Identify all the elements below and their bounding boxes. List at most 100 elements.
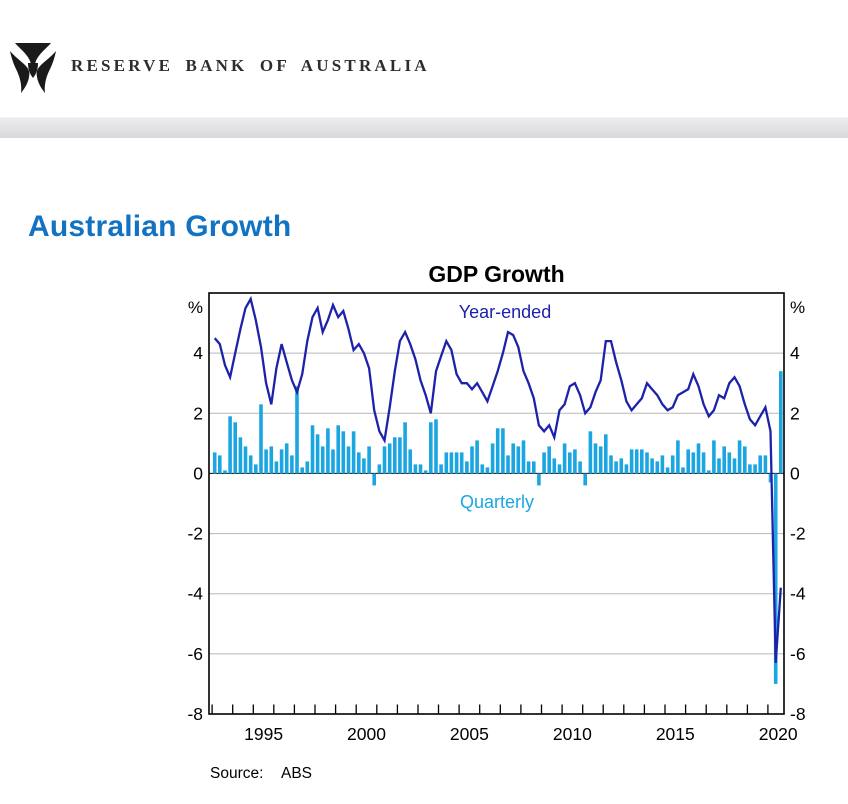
label-quarterly: Quarterly: [460, 492, 534, 512]
bar-quarterly: [676, 440, 680, 474]
bar-quarterly: [218, 455, 222, 474]
rba-logo[interactable]: [8, 36, 58, 96]
bar-quarterly: [331, 449, 335, 474]
bar-quarterly: [284, 443, 289, 474]
bar-quarterly: [552, 458, 557, 474]
bar-quarterly: [377, 464, 382, 474]
bar-quarterly: [712, 440, 716, 474]
bar-quarterly: [382, 446, 387, 474]
bar-quarterly: [269, 446, 274, 474]
bar-quarterly: [655, 461, 660, 474]
bar-quarterly: [670, 455, 675, 474]
bar-quarterly: [511, 443, 515, 474]
bar-quarterly: [490, 443, 495, 474]
bar-quarterly: [598, 446, 603, 474]
bar-quarterly: [506, 455, 510, 474]
bar-quarterly: [449, 452, 454, 474]
bar-quarterly: [475, 440, 479, 474]
bar-quarterly: [609, 455, 613, 474]
bar-quarterly: [634, 449, 639, 474]
x-axis-label: 1995: [244, 724, 283, 744]
page-title: Australian Growth: [28, 210, 292, 244]
bar-quarterly: [444, 452, 449, 474]
bar-quarterly: [717, 458, 721, 474]
bar-quarterly: [362, 458, 366, 474]
y-axis-label-right: -2: [790, 524, 806, 544]
source-note: Source: ABS: [210, 765, 312, 782]
bar-quarterly: [532, 461, 536, 474]
bar-quarterly: [351, 431, 356, 474]
bar-quarterly: [300, 467, 304, 474]
bar-quarterly: [459, 452, 464, 474]
bar-quarterly: [305, 461, 310, 474]
rba-logo-glyph: [10, 43, 56, 93]
bar-quarterly: [614, 461, 618, 474]
y-axis-label-left: 2: [193, 403, 203, 423]
bar-quarterly: [604, 434, 608, 474]
bar-quarterly: [310, 425, 315, 474]
bar-quarterly: [624, 464, 629, 474]
bar-quarterly: [732, 458, 737, 474]
y-axis-label-left: -2: [187, 524, 203, 544]
bar-quarterly: [480, 464, 485, 474]
bar-quarterly: [274, 461, 279, 474]
bar-quarterly: [336, 425, 340, 474]
plot-border: [208, 292, 785, 715]
bar-quarterly: [542, 452, 546, 474]
bar-quarterly: [495, 428, 500, 474]
y-axis-label-right: 0: [790, 463, 800, 483]
bar-quarterly: [573, 449, 577, 474]
bar-quarterly: [423, 470, 428, 474]
bar-quarterly: [387, 443, 392, 474]
y-axis-label-left: -4: [187, 584, 203, 604]
bar-quarterly: [758, 455, 762, 474]
bar-quarterly: [537, 473, 541, 486]
x-axis-label: 2005: [450, 724, 489, 744]
bar-quarterly: [526, 461, 531, 474]
bar-quarterly: [341, 431, 346, 474]
y-axis-unit-left: %: [188, 298, 203, 317]
bar-quarterly: [367, 446, 371, 474]
bar-quarterly: [578, 461, 582, 474]
bar-quarterly: [516, 446, 521, 474]
bar-quarterly: [290, 455, 294, 474]
y-axis-label-left: 0: [193, 463, 203, 483]
bar-quarterly: [665, 467, 670, 474]
y-axis-label-left: -8: [187, 704, 203, 724]
bar-quarterly: [243, 446, 248, 474]
bar-quarterly: [557, 464, 562, 474]
bar-quarterly: [779, 371, 783, 474]
bar-quarterly: [233, 422, 237, 474]
bar-quarterly: [629, 449, 634, 474]
bar-quarterly: [619, 458, 624, 474]
bank-name[interactable]: RESERVE BANK OF AUSTRALIA: [71, 56, 430, 75]
bar-quarterly: [408, 449, 412, 474]
bar-quarterly: [346, 446, 351, 474]
y-axis-label-right: 2: [790, 403, 800, 423]
bar-quarterly: [259, 404, 263, 474]
y-axis-label-right: -4: [790, 584, 806, 604]
bar-quarterly: [547, 446, 551, 474]
bar-quarterly: [439, 464, 443, 474]
bar-quarterly: [403, 422, 407, 474]
bar-quarterly: [295, 386, 299, 474]
bar-quarterly: [223, 470, 227, 474]
y-axis-label-left: -6: [187, 644, 203, 664]
bar-quarterly: [501, 428, 505, 474]
bar-quarterly: [743, 446, 747, 474]
bar-quarterly: [681, 467, 685, 474]
bar-quarterly: [583, 473, 587, 486]
bar-quarterly: [372, 473, 376, 486]
bar-quarterly: [707, 470, 711, 474]
bar-quarterly: [773, 473, 778, 684]
bar-quarterly: [228, 416, 232, 474]
bar-quarterly: [238, 437, 243, 474]
bar-quarterly: [701, 452, 706, 474]
bar-quarterly: [645, 452, 649, 474]
bar-quarterly: [737, 440, 742, 474]
bar-quarterly: [753, 464, 757, 474]
bar-quarterly: [763, 455, 768, 474]
bar-quarterly: [264, 449, 268, 474]
bar-quarterly: [320, 446, 325, 474]
